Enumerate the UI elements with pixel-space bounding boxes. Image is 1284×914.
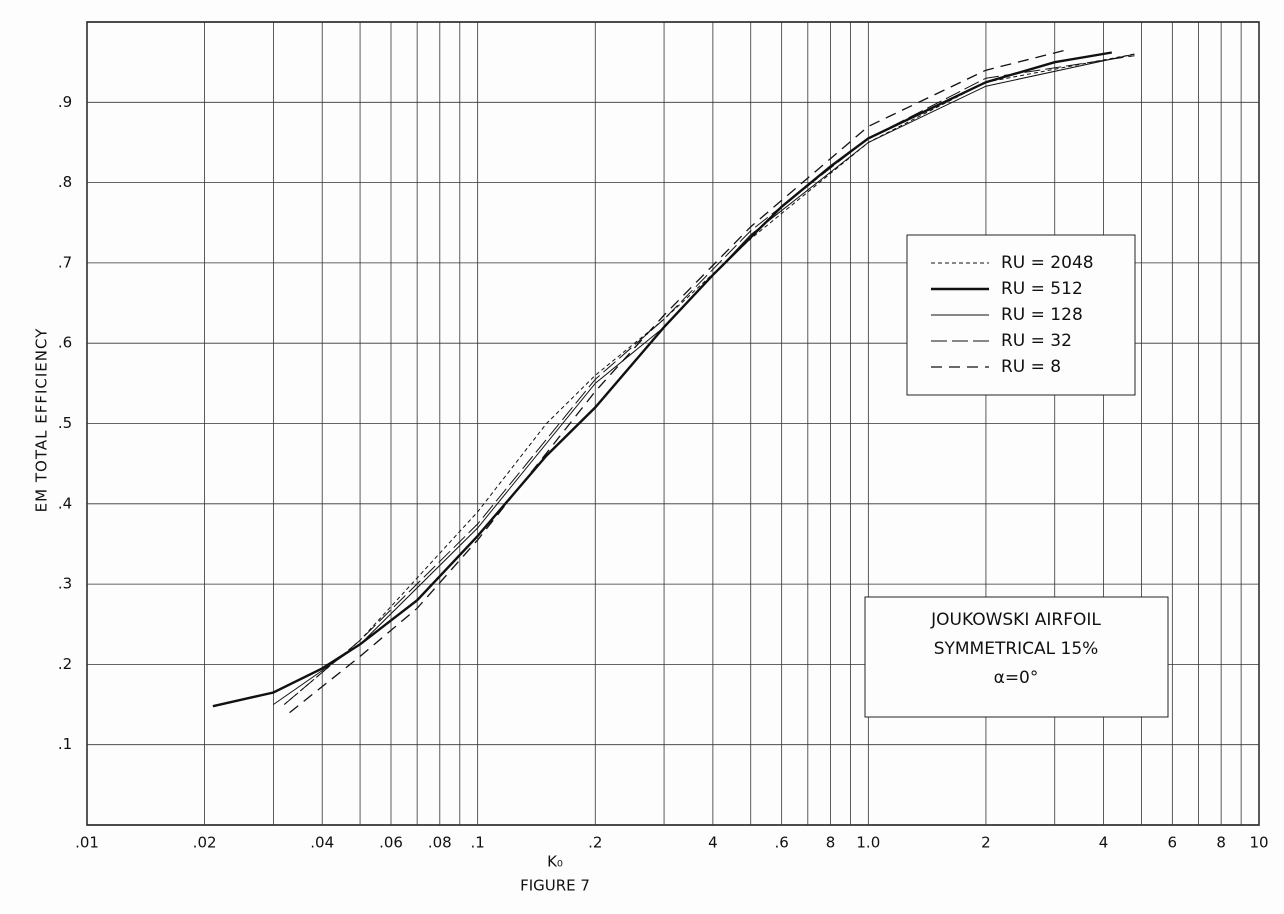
x-tick-label: .04 [310,834,334,852]
x-tick-label: 1.0 [856,834,880,852]
legend-label: RU = 2048 [1001,253,1094,273]
x-tick-label: .2 [588,834,602,852]
x-tick-label: .06 [379,834,403,852]
y-tick-label: .6 [58,334,72,352]
annotation-text: SYMMETRICAL 15% [934,639,1099,659]
annotation-text: JOUKOWSKI AIRFOIL [930,610,1101,630]
legend-label: RU = 8 [1001,357,1061,377]
series-line [283,53,1135,705]
x-axis-label: K₀ [547,853,563,871]
series-line [283,55,1135,705]
y-tick-label: .9 [58,93,72,111]
chart-title: FIGURE 7 [520,877,590,895]
x-tick-label: 8 [826,834,836,852]
annotation-box [864,596,1169,718]
x-tick-label: 4 [1099,834,1109,852]
y-tick-label: .4 [58,494,72,512]
x-tick-label: 6 [1168,834,1178,852]
x-tick-label: 2 [981,834,991,852]
x-tick-label: 8 [1216,834,1226,852]
legend-label: RU = 32 [1001,331,1072,351]
x-tick-label: 10 [1249,834,1268,852]
series-line [273,53,1135,705]
y-axis-label: EM TOTAL EFFICIENCY [33,328,51,513]
y-tick-label: .8 [58,173,72,191]
x-tick-label: .02 [193,834,217,852]
y-tick-label: .2 [58,655,72,673]
x-tick-label: .08 [428,834,452,852]
x-tick-label: .6 [775,834,789,852]
y-tick-label: .7 [58,253,72,271]
x-tick-label: .1 [471,834,485,852]
legend-label: RU = 512 [1001,279,1083,299]
y-tick-label: .5 [58,414,72,432]
y-tick-label: .1 [58,735,72,753]
annotation-text: α=0° [994,668,1039,688]
x-tick-label: .01 [75,834,99,852]
x-tick-label: 4 [708,834,718,852]
series-line [289,49,1066,714]
y-tick-label: .3 [58,575,72,593]
legend-label: RU = 128 [1001,305,1083,325]
